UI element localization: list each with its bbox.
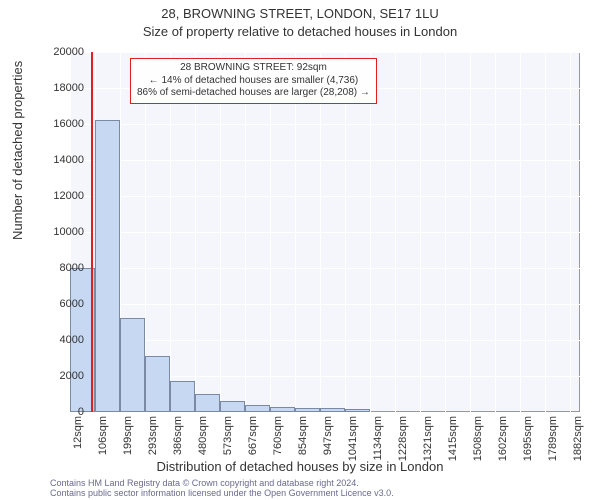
chart-title: 28, BROWNING STREET, LONDON, SE17 1LU	[0, 6, 600, 21]
plot-area: 28 BROWNING STREET: 92sqm ← 14% of detac…	[70, 52, 580, 412]
histogram-bar	[345, 409, 370, 412]
x-axis-label: Distribution of detached houses by size …	[0, 459, 600, 474]
grid-line-vertical	[445, 52, 446, 412]
annotation-line1: 28 BROWNING STREET: 92sqm	[137, 62, 370, 75]
y-tick-label: 16000	[44, 118, 84, 130]
grid-line-vertical	[495, 52, 496, 412]
annotation-line2: ← 14% of detached houses are smaller (4,…	[137, 75, 370, 88]
grid-line-vertical	[195, 52, 196, 412]
histogram-bar	[295, 408, 320, 413]
chart-subtitle: Size of property relative to detached ho…	[0, 24, 600, 39]
y-tick-label: 12000	[44, 190, 84, 202]
grid-line-horizontal	[70, 196, 580, 197]
grid-line-vertical	[520, 52, 521, 412]
histogram-bar	[195, 394, 220, 412]
grid-line-vertical	[370, 52, 371, 412]
footer-line-1: Contains HM Land Registry data © Crown c…	[50, 478, 359, 488]
y-tick-label: 4000	[44, 334, 84, 346]
histogram-bar	[270, 407, 295, 412]
y-tick-label: 6000	[44, 298, 84, 310]
grid-line-vertical	[420, 52, 421, 412]
y-tick-label: 10000	[44, 226, 84, 238]
y-axis-label: Number of detached properties	[10, 61, 25, 240]
histogram-bar	[95, 120, 120, 412]
y-tick-label: 20000	[44, 46, 84, 58]
y-tick-label: 2000	[44, 370, 84, 382]
grid-line-vertical	[245, 52, 246, 412]
grid-line-vertical	[345, 52, 346, 412]
grid-line-vertical	[470, 52, 471, 412]
y-tick-label: 18000	[44, 82, 84, 94]
histogram-bar	[145, 356, 170, 412]
grid-line-horizontal	[70, 232, 580, 233]
grid-line-horizontal	[70, 124, 580, 125]
footer-line-2: Contains public sector information licen…	[50, 488, 394, 498]
grid-line-horizontal	[70, 52, 580, 53]
y-tick-label: 14000	[44, 154, 84, 166]
grid-line-vertical	[295, 52, 296, 412]
grid-line-horizontal	[70, 160, 580, 161]
grid-line-vertical	[220, 52, 221, 412]
y-tick-label: 8000	[44, 262, 84, 274]
grid-line-vertical	[395, 52, 396, 412]
grid-line-horizontal	[70, 268, 580, 269]
grid-line-vertical	[545, 52, 546, 412]
grid-line-vertical	[320, 52, 321, 412]
histogram-bar	[120, 318, 145, 412]
histogram-bar	[220, 401, 245, 412]
histogram-bar	[320, 408, 345, 412]
property-marker-line	[91, 52, 93, 412]
histogram-bar	[245, 405, 270, 412]
grid-line-horizontal	[70, 340, 580, 341]
annotation-line3: 86% of semi-detached houses are larger (…	[137, 87, 370, 100]
grid-line-vertical	[570, 52, 571, 412]
histogram-bar	[170, 381, 195, 412]
annotation-box: 28 BROWNING STREET: 92sqm ← 14% of detac…	[130, 58, 377, 104]
grid-line-horizontal	[70, 304, 580, 305]
grid-line-vertical	[270, 52, 271, 412]
grid-line-horizontal	[70, 412, 580, 413]
